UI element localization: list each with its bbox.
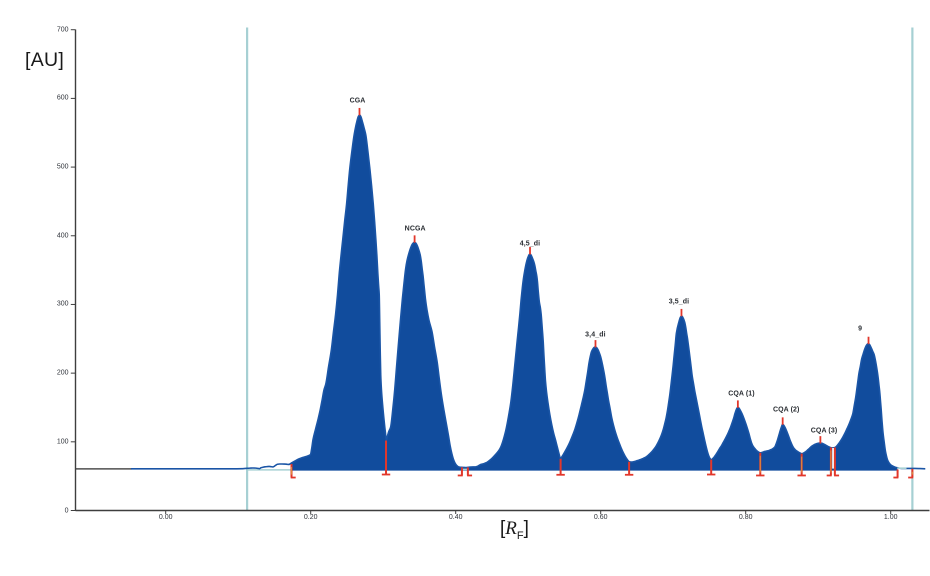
peak-label-2: NCGA [404, 225, 426, 233]
y-tick-label-600: 600 [56, 94, 69, 102]
integration-gap [832, 447, 835, 469]
y-tick-label-100: 100 [56, 438, 69, 446]
x-tick-label-0.20: 0.20 [303, 514, 318, 522]
signal-area [291, 114, 898, 471]
x-axis-title-symbol: R [505, 518, 517, 539]
x-tick-label-0.40: 0.40 [448, 514, 463, 522]
peak-label-8: CQA (3) [810, 427, 838, 435]
x-tick-label-1.00: 1.00 [883, 514, 898, 522]
y-tick-label-700: 700 [56, 26, 69, 34]
y-tick-label-400: 400 [56, 232, 69, 240]
y-axis-title: [AU] [25, 49, 65, 71]
x-axis-title-open-bracket: [ [500, 518, 506, 539]
x-tick-label-0.00: 0.00 [158, 514, 173, 522]
signal-trace [130, 114, 926, 470]
peak-label-5: 3,5_di [668, 298, 690, 306]
x-axis-title-subscript: F [516, 529, 524, 542]
y-tick-label-200: 200 [56, 369, 69, 377]
peak-label-6: CQA (1) [728, 390, 755, 398]
peak-label-4: 3,4_di [585, 331, 606, 339]
x-axis-title: [RF] [500, 518, 529, 542]
y-tick-label-300: 300 [56, 300, 69, 308]
peak-label-3: 4,5_di [519, 240, 541, 248]
x-axis-title-close-bracket: ] [523, 518, 529, 539]
peak-label-1: CGA [349, 97, 366, 105]
y-tick-label-0: 0 [64, 507, 69, 514]
peak-label-9: 9 [858, 325, 863, 333]
y-tick-label-500: 500 [56, 163, 69, 171]
peak-label-7: CQA (2) [772, 406, 800, 414]
x-tick-label-0.60: 0.60 [593, 514, 608, 522]
x-tick-label-0.80: 0.80 [738, 514, 753, 522]
